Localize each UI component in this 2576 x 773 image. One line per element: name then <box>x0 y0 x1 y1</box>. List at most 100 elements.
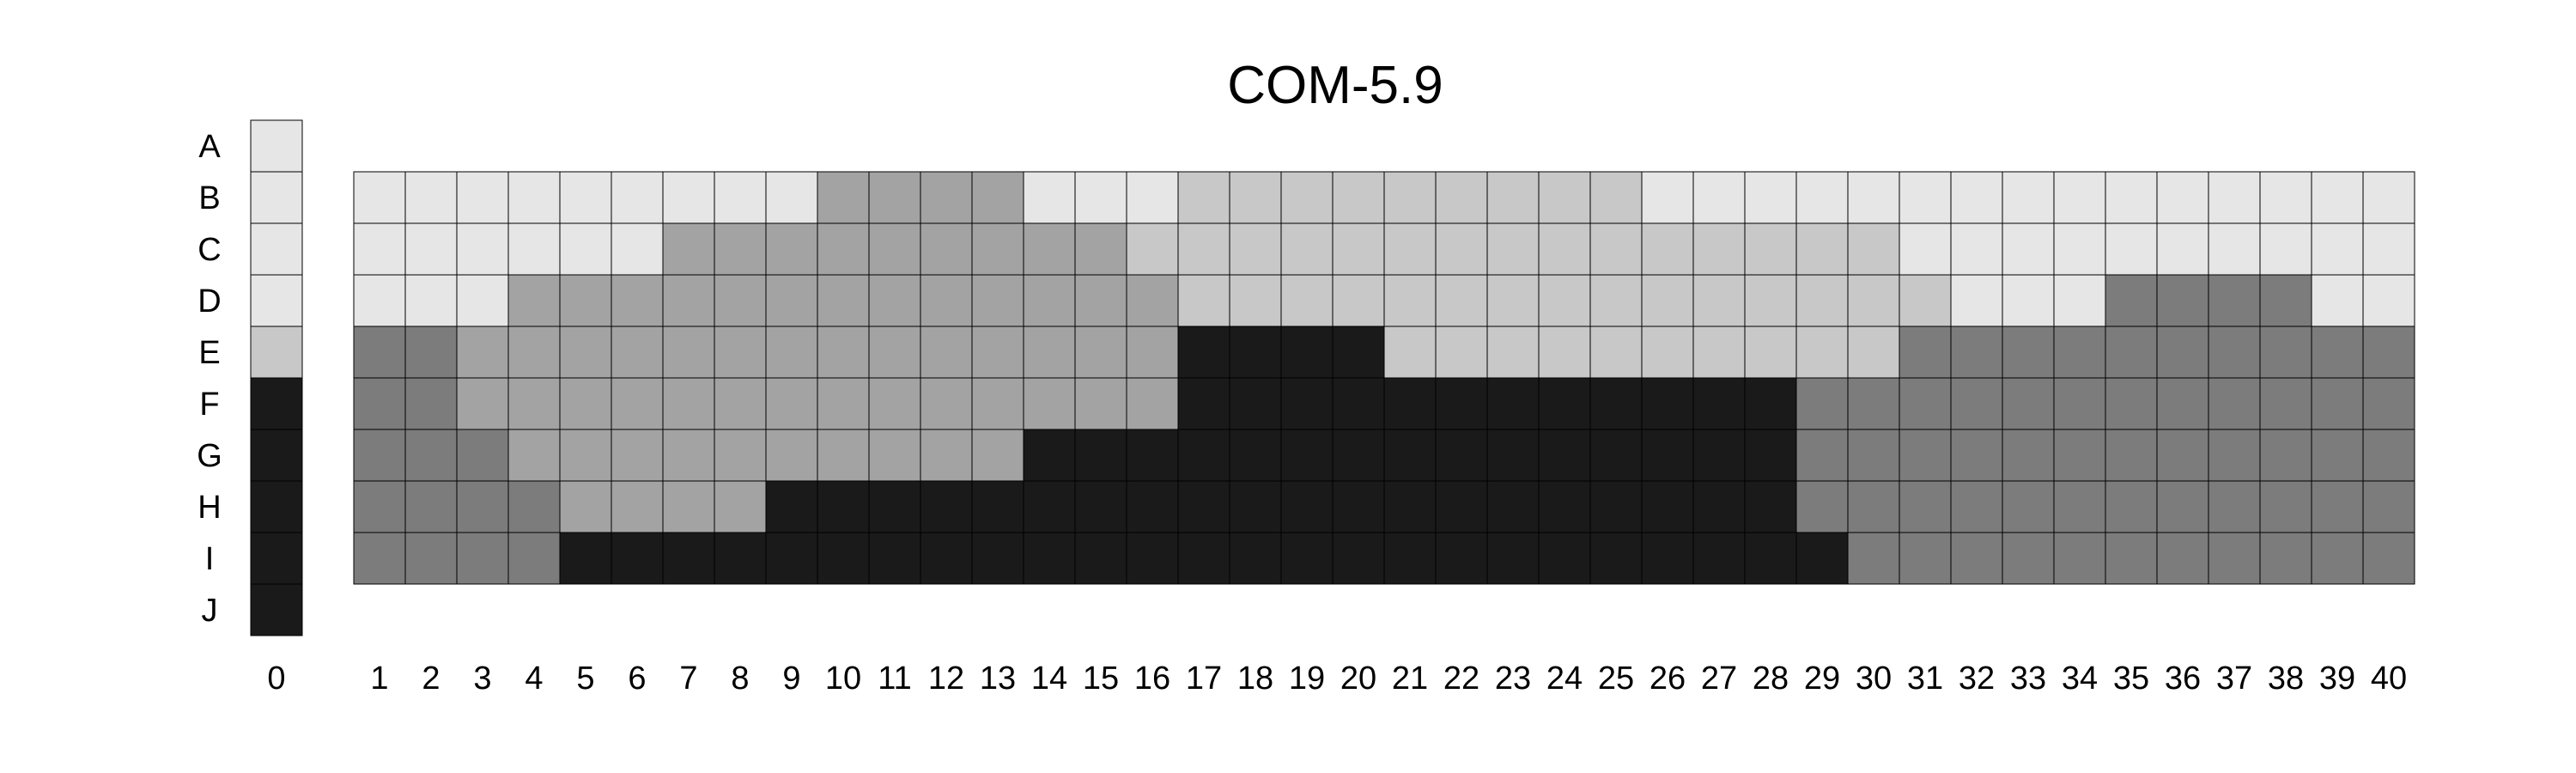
cell-f-26 <box>1641 377 1694 430</box>
cell-b-38 <box>2259 171 2312 224</box>
cell-i-8 <box>714 532 767 585</box>
cell-g-36 <box>2156 429 2209 482</box>
cell-f-38 <box>2259 377 2312 430</box>
cell-g-1 <box>353 429 406 482</box>
cell-e-20 <box>1332 326 1385 379</box>
cell-f-8 <box>714 377 767 430</box>
cell-b-22 <box>1435 171 1488 224</box>
cell-i-33 <box>2002 532 2055 585</box>
cell-d-7 <box>662 274 715 327</box>
cell-d-10 <box>817 274 870 327</box>
cell-b-28 <box>1744 171 1797 224</box>
cell-d-11 <box>868 274 921 327</box>
reference-column <box>250 119 303 636</box>
cell-d-14 <box>1023 274 1076 327</box>
cell-g-30 <box>1847 429 1900 482</box>
cell-d-21 <box>1383 274 1437 327</box>
x-tick-label-33: 33 <box>2010 660 2046 697</box>
x-tick-label-25: 25 <box>1598 660 1634 697</box>
x-tick-label-21: 21 <box>1392 660 1428 697</box>
cell-c-10 <box>817 222 870 276</box>
cell-f-6 <box>611 377 664 430</box>
cell-e-3 <box>456 326 509 379</box>
cell-d-36 <box>2156 274 2209 327</box>
cell-i-24 <box>1538 532 1591 585</box>
cell-d-18 <box>1229 274 1282 327</box>
cell-h-23 <box>1486 480 1540 533</box>
cell-b-26 <box>1641 171 1694 224</box>
cell-d-4 <box>507 274 561 327</box>
cell-g-21 <box>1383 429 1437 482</box>
x-tick-label-16: 16 <box>1134 660 1170 697</box>
cell-g-15 <box>1074 429 1127 482</box>
cell-h-27 <box>1692 480 1746 533</box>
ref-cell-d <box>250 274 303 327</box>
cell-c-22 <box>1435 222 1488 276</box>
cell-d-33 <box>2002 274 2055 327</box>
cell-g-19 <box>1280 429 1334 482</box>
cell-g-9 <box>765 429 818 482</box>
row-label-e: E <box>198 335 220 371</box>
cell-g-27 <box>1692 429 1746 482</box>
cell-c-5 <box>559 222 612 276</box>
cell-i-4 <box>507 532 561 585</box>
cell-h-22 <box>1435 480 1488 533</box>
x-tick-label-3: 3 <box>473 660 491 697</box>
cell-e-37 <box>2208 326 2261 379</box>
cell-d-34 <box>2053 274 2106 327</box>
cell-h-1 <box>353 480 406 533</box>
cell-c-39 <box>2311 222 2364 276</box>
cell-b-19 <box>1280 171 1334 224</box>
cell-c-20 <box>1332 222 1385 276</box>
x-tick-label-37: 37 <box>2216 660 2252 697</box>
cell-i-22 <box>1435 532 1488 585</box>
cell-f-18 <box>1229 377 1282 430</box>
cell-g-14 <box>1023 429 1076 482</box>
cell-h-14 <box>1023 480 1076 533</box>
cell-i-7 <box>662 532 715 585</box>
cell-d-19 <box>1280 274 1334 327</box>
cell-e-22 <box>1435 326 1488 379</box>
cell-b-10 <box>817 171 870 224</box>
cell-g-24 <box>1538 429 1591 482</box>
cell-i-34 <box>2053 532 2106 585</box>
cell-g-3 <box>456 429 509 482</box>
cell-e-24 <box>1538 326 1591 379</box>
cell-f-21 <box>1383 377 1437 430</box>
cell-f-10 <box>817 377 870 430</box>
cell-h-12 <box>920 480 973 533</box>
cell-f-27 <box>1692 377 1746 430</box>
cell-g-33 <box>2002 429 2055 482</box>
ref-cell-a <box>250 119 303 173</box>
cell-h-29 <box>1795 480 1849 533</box>
row-label-f: F <box>199 386 219 423</box>
cell-e-25 <box>1589 326 1643 379</box>
cell-f-33 <box>2002 377 2055 430</box>
x-tick-label-29: 29 <box>1804 660 1840 697</box>
cell-e-11 <box>868 326 921 379</box>
cell-c-11 <box>868 222 921 276</box>
cell-g-23 <box>1486 429 1540 482</box>
cell-h-16 <box>1126 480 1179 533</box>
cell-b-15 <box>1074 171 1127 224</box>
cell-i-29 <box>1795 532 1849 585</box>
cell-d-17 <box>1177 274 1230 327</box>
cell-h-25 <box>1589 480 1643 533</box>
cell-d-15 <box>1074 274 1127 327</box>
cell-h-13 <box>971 480 1024 533</box>
cell-f-29 <box>1795 377 1849 430</box>
cell-f-32 <box>1950 377 2003 430</box>
cell-h-3 <box>456 480 509 533</box>
cell-i-35 <box>2105 532 2158 585</box>
cell-b-39 <box>2311 171 2364 224</box>
cell-g-22 <box>1435 429 1488 482</box>
x-tick-label-17: 17 <box>1186 660 1222 697</box>
cell-f-25 <box>1589 377 1643 430</box>
cell-f-20 <box>1332 377 1385 430</box>
cell-h-11 <box>868 480 921 533</box>
cell-b-21 <box>1383 171 1437 224</box>
cell-f-5 <box>559 377 612 430</box>
cell-b-27 <box>1692 171 1746 224</box>
cell-c-34 <box>2053 222 2106 276</box>
cell-e-30 <box>1847 326 1900 379</box>
